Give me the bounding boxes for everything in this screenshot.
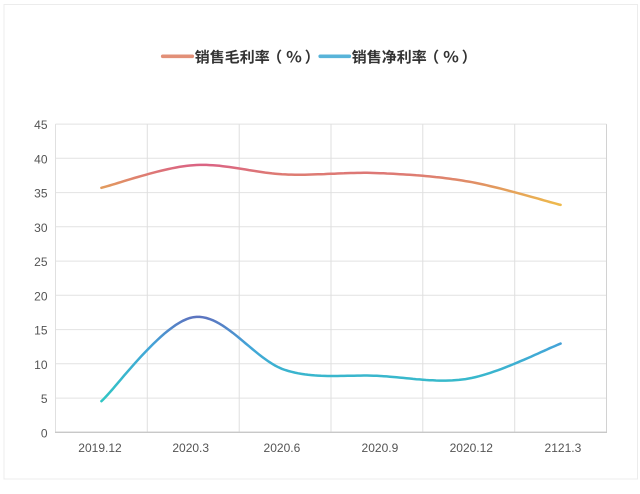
svg-text:2020.9: 2020.9 (362, 441, 399, 455)
svg-text:2121.3: 2121.3 (545, 441, 582, 455)
svg-text:15: 15 (34, 324, 48, 338)
svg-text:10: 10 (34, 358, 48, 372)
svg-text:20: 20 (34, 289, 48, 303)
svg-text:2019.12: 2019.12 (78, 441, 122, 455)
svg-text:25: 25 (34, 255, 48, 269)
svg-text:2020.12: 2020.12 (450, 441, 494, 455)
svg-text:2020.3: 2020.3 (172, 441, 209, 455)
svg-text:35: 35 (34, 187, 48, 201)
svg-text:45: 45 (34, 118, 48, 132)
svg-text:40: 40 (34, 152, 48, 166)
svg-text:5: 5 (41, 392, 48, 406)
svg-text:2020.6: 2020.6 (264, 441, 301, 455)
svg-text:30: 30 (34, 221, 48, 235)
svg-text:0: 0 (41, 426, 48, 440)
